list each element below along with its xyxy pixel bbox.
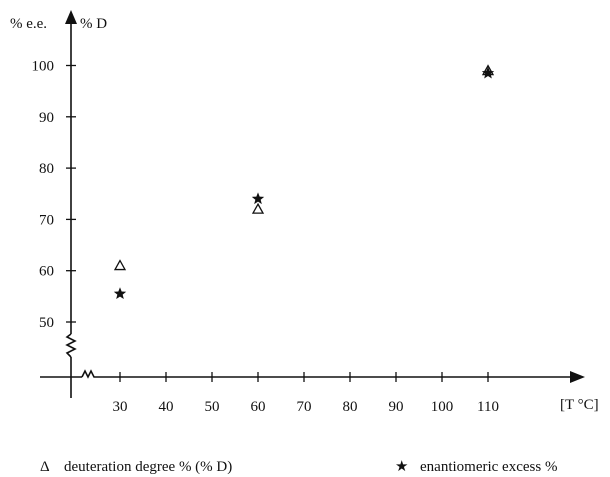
- legend: Δ deuteration degree % (% D) ★ enantiome…: [40, 459, 557, 475]
- star-point: [482, 67, 494, 79]
- x-tick-label: 100: [431, 399, 454, 415]
- triangle-point: [253, 204, 263, 213]
- x-tick-label: 60: [251, 399, 266, 415]
- star-point: [252, 192, 264, 204]
- star-point: [114, 287, 126, 299]
- y-axis-break: [67, 334, 75, 357]
- axes: [40, 20, 572, 398]
- x-tick-label: 70: [297, 399, 312, 415]
- y-tick-label: 90: [39, 110, 54, 126]
- y-tick-label: 50: [39, 315, 54, 331]
- y-axis-label-d: % D: [80, 16, 107, 32]
- triangle-point: [115, 261, 125, 270]
- x-tick-label: 50: [205, 399, 220, 415]
- y-axis-arrowhead: [65, 10, 77, 24]
- y-axis-label-ee: % e.e.: [10, 16, 47, 32]
- legend-triangle-icon: Δ: [40, 459, 50, 475]
- legend-enantiomeric-label: enantiomeric excess %: [420, 459, 557, 475]
- ticks: 30 40 50 60 70 80 90 100 110 50 60 70 80 90 100: [32, 59, 499, 416]
- x-tick-label: 110: [477, 399, 499, 415]
- y-tick-label: 60: [39, 264, 54, 280]
- x-tick-label: 90: [389, 399, 404, 415]
- x-tick-label: 30: [113, 399, 128, 415]
- x-axis-label: [T °C]: [560, 397, 599, 413]
- x-tick-label: 40: [159, 399, 174, 415]
- y-tick-label: 70: [39, 212, 54, 228]
- x-axis-arrowhead: [570, 371, 585, 383]
- y-tick-label: 80: [39, 161, 54, 177]
- legend-deuteration-label: deuteration degree % (% D): [64, 459, 232, 475]
- x-tick-label: 80: [343, 399, 358, 415]
- x-axis-break: [82, 371, 97, 377]
- data-points: [114, 66, 494, 299]
- y-tick-label: 100: [32, 59, 55, 75]
- legend-star-icon: ★: [395, 459, 408, 475]
